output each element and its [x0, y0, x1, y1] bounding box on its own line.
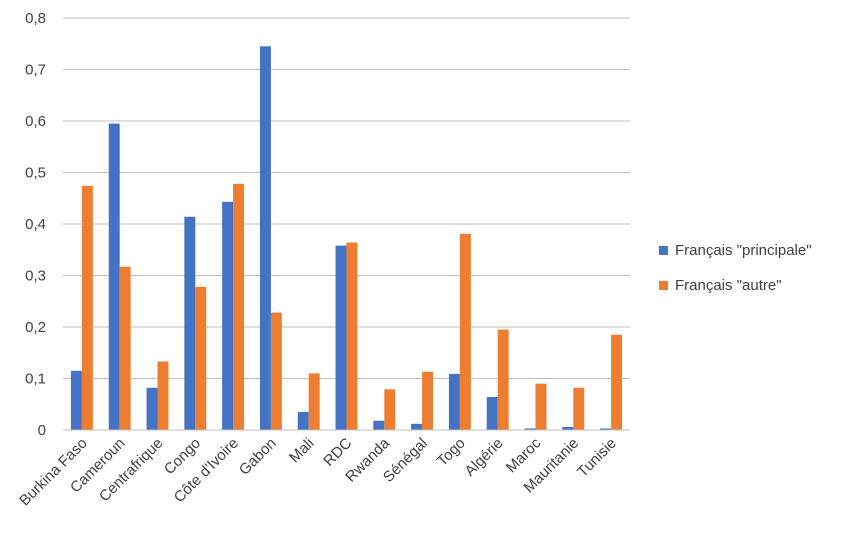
bar-autre [535, 383, 547, 430]
bar-autre [308, 373, 320, 430]
bar-principale [335, 245, 347, 430]
legend-label: Français "autre" [675, 277, 782, 294]
y-tick-label: 0,4 [25, 216, 46, 233]
bar-principale [297, 411, 309, 430]
bar-principale [108, 123, 120, 430]
bar-autre [157, 361, 169, 430]
y-tick-label: 0,2 [25, 319, 46, 336]
y-axis-tick-labels: 0 0,1 0,2 0,3 0,4 0,5 0,6 0,7 0,8 [25, 10, 46, 439]
x-category-label: Tunisie [574, 435, 620, 481]
bar-autre [497, 329, 509, 430]
bar-autre [384, 389, 396, 430]
bar-principale [70, 370, 82, 430]
bar-autre [346, 242, 358, 430]
bar-autre [611, 334, 623, 430]
bar-principale [146, 387, 158, 430]
y-tick-label: 0,5 [25, 165, 46, 182]
y-tick-label: 0,1 [25, 371, 46, 388]
bar-autre [422, 371, 434, 430]
bar-autre [573, 387, 585, 430]
bar-principale [184, 216, 196, 430]
y-tick-label: 0,8 [25, 10, 46, 27]
bar-principale [222, 201, 234, 430]
y-tick-label: 0,6 [25, 113, 46, 130]
legend-swatch [659, 281, 668, 290]
bar-principale [259, 46, 271, 430]
bar-autre [270, 312, 282, 430]
bar-principale [600, 428, 612, 430]
y-tick-label: 0 [38, 422, 46, 439]
bar-autre [119, 266, 131, 430]
bar-principale [411, 423, 423, 430]
bar-principale [486, 397, 498, 430]
x-category-label: Gabon [236, 435, 280, 479]
y-tick-label: 0,7 [25, 62, 46, 79]
bar-principale [562, 426, 574, 430]
legend: Français "principale" Français "autre" [659, 242, 812, 294]
bar-autre [195, 286, 207, 430]
x-axis-category-labels: Burkina FasoCamerounCentrafriqueCongoCôt… [16, 434, 620, 509]
bar-principale [373, 420, 385, 430]
x-category-label: Mali [286, 435, 317, 466]
y-tick-label: 0,3 [25, 268, 46, 285]
x-category-label: Algérie [461, 435, 506, 480]
bar-principale [448, 373, 460, 430]
bar-autre [81, 185, 93, 430]
legend-swatch [659, 246, 668, 255]
bars [70, 46, 623, 430]
legend-label: Français "principale" [675, 242, 812, 259]
bar-principale [524, 428, 536, 430]
bar-autre [459, 233, 471, 430]
bar-autre [233, 183, 245, 430]
